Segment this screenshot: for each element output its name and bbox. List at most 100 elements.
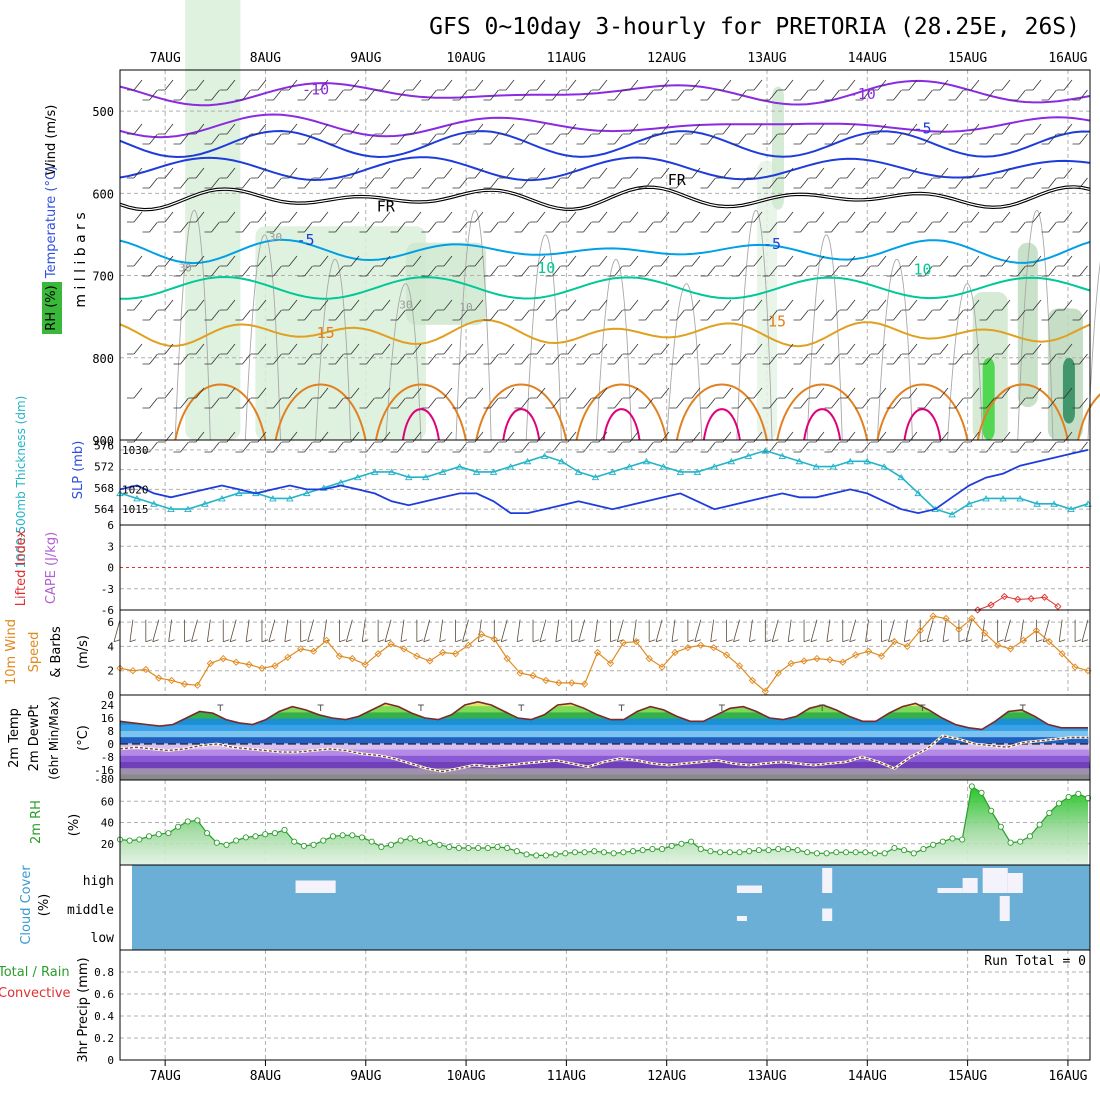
wind-barb [793, 397, 809, 409]
thickness-point [438, 468, 447, 475]
wind-barb [623, 299, 639, 311]
wind-speed-point [284, 653, 292, 661]
wind-speed-point [735, 662, 744, 670]
lifted-index-point [1027, 595, 1035, 603]
temp-max-marker [819, 704, 826, 711]
wind-barb [313, 343, 329, 355]
temp-band [120, 737, 1090, 744]
surface-wind-barb [616, 619, 624, 643]
wind-barb [127, 343, 143, 355]
axis-label: 2m Temp [7, 708, 22, 768]
wind-barb [840, 255, 856, 267]
date-label: 16AUG [1048, 1069, 1087, 1084]
wind-barb [840, 79, 856, 91]
wind-speed-point [864, 647, 873, 655]
wind-barb [421, 309, 437, 321]
pressure-tick: 500 [92, 105, 114, 119]
wind-barb [700, 221, 716, 233]
wind-barb [204, 177, 220, 189]
wind-barb [933, 79, 949, 91]
wind-barb [297, 265, 313, 277]
surface-wind-barb [361, 619, 369, 643]
surface-wind-barb [339, 619, 346, 643]
wind-barb [499, 299, 515, 311]
surface-wind-barb [671, 619, 679, 643]
wind-barb [995, 211, 1011, 223]
precip-frame [119, 949, 1091, 1061]
wind-barb [855, 177, 871, 189]
thickness-point [659, 463, 668, 470]
wind-barb [669, 89, 685, 101]
wind-speed-point [981, 629, 989, 637]
rh-contour [315, 258, 352, 441]
wind-barb [840, 343, 856, 355]
rh-point [523, 851, 530, 858]
surface-wind-barb [129, 619, 137, 643]
rh-point [329, 833, 337, 840]
wind-barb [173, 397, 189, 409]
wind-speed-point [322, 636, 331, 644]
rh-shading [185, 0, 241, 440]
rh-point [1036, 821, 1043, 828]
surface-wind-barb [477, 619, 485, 643]
wind-barb [437, 299, 453, 311]
rh-point [804, 849, 811, 856]
wind-barb [235, 89, 251, 101]
wind-barb [266, 221, 282, 233]
wind-barb [297, 221, 313, 233]
axis-label: Wind (m/s) [44, 105, 59, 176]
surface-wind-barb [965, 619, 973, 643]
date-label: 13AUG [747, 51, 786, 66]
wind-barb [685, 79, 701, 91]
wind-speed-point [1058, 650, 1066, 658]
date-label: 16AUG [1048, 51, 1087, 66]
wind-barb [979, 133, 995, 145]
axis-label: m i l l i b a r s [73, 212, 89, 307]
rh-point [407, 835, 414, 842]
wind-barb [654, 123, 670, 135]
rh-point [533, 852, 540, 859]
wind-barb [902, 387, 918, 399]
wind-barb [158, 79, 174, 91]
surface-wind-barb [849, 619, 857, 643]
thickness-point [880, 463, 889, 470]
wind-barb [390, 133, 406, 145]
thickness-point [608, 468, 617, 475]
wind-barb [142, 133, 158, 145]
date-label: 12AUG [647, 1069, 686, 1084]
wind-barb [979, 265, 995, 277]
wind-barb [359, 89, 375, 101]
rh-point [291, 838, 298, 845]
wind-barb [282, 167, 298, 179]
wind-barb [669, 177, 685, 189]
contour-label: 10 [537, 259, 555, 277]
wind-barb [886, 89, 902, 101]
wind-barb [809, 79, 825, 91]
wind-barb [809, 123, 825, 135]
axis-label: & Barbs [49, 626, 64, 678]
surface-wind-barb [648, 619, 656, 643]
cloud-block [1007, 873, 1023, 893]
wind-barb [1072, 133, 1088, 145]
wind-barb [514, 265, 530, 277]
wind-barb [948, 441, 964, 453]
wind-barb [1057, 167, 1073, 179]
wind-barb [313, 167, 329, 179]
rh-point [1084, 795, 1092, 802]
date-label: 15AUG [948, 51, 987, 66]
wind-speed-point [129, 667, 137, 675]
temp-bands [120, 701, 1090, 780]
rh-point [959, 836, 966, 843]
wind-speed-point [722, 651, 731, 659]
thickness-point [557, 457, 566, 465]
wind-barb [127, 123, 143, 135]
axis-label: RH (%) [44, 285, 59, 330]
temp-max-marker [618, 704, 625, 711]
surface-wind-barb [145, 619, 152, 643]
rh2m-panel: 20 40 60 [101, 779, 1092, 866]
wind-tick: 4 [107, 640, 114, 653]
wind-barb [220, 255, 236, 267]
wind-speed-point [994, 641, 1002, 649]
surface-wind-barb [578, 619, 586, 643]
wind-barb [344, 299, 360, 311]
